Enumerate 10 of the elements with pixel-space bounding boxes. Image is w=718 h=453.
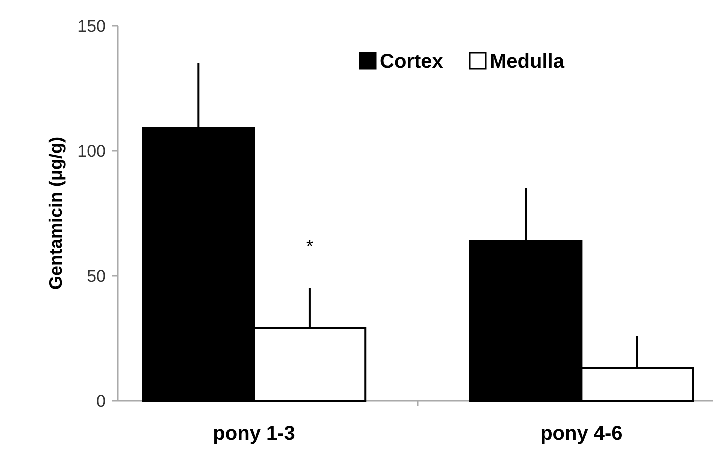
x-tick-label: pony 1-3 <box>213 423 296 445</box>
y-axis-title: Gentamicin (μg/g) <box>46 136 66 290</box>
y-tick-label: 100 <box>78 142 106 161</box>
legend-label: Cortex <box>380 51 444 73</box>
y-tick-label: 0 <box>96 392 106 411</box>
x-tick-label: pony 4-6 <box>540 423 623 445</box>
y-tick-label: 50 <box>87 267 106 286</box>
annotation: * <box>306 236 314 256</box>
y-tick-label: 150 <box>78 17 106 36</box>
legend-label: Medulla <box>490 51 566 73</box>
